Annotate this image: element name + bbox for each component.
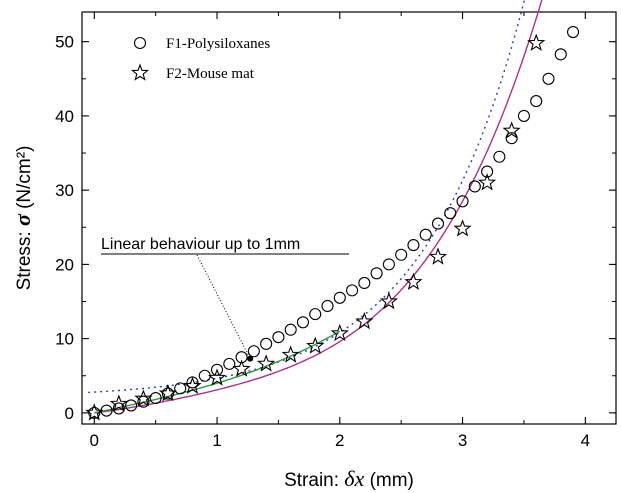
data-point-f2 xyxy=(404,272,423,290)
data-point-f2 xyxy=(158,383,178,402)
data-point-f1 xyxy=(272,331,285,344)
x-tick-label: 1 xyxy=(212,431,221,450)
data-point-f1 xyxy=(235,351,248,364)
y-axis-label-prefix: Stress: xyxy=(14,226,35,290)
legend: F1-Polysiloxanes F2-Mouse mat xyxy=(130,36,270,82)
data-point-f2 xyxy=(453,219,472,237)
data-point-f2 xyxy=(85,403,104,421)
data-point-f1 xyxy=(382,258,395,271)
fit-f2-exponential-curve xyxy=(88,0,526,394)
x-axis-label-symbol: δx xyxy=(344,466,364,491)
data-point-f1 xyxy=(431,217,445,230)
x-axis-label-suffix: (mm) xyxy=(364,470,414,491)
y-tick-label: 40 xyxy=(55,107,74,126)
data-point-f2 xyxy=(109,394,128,412)
legend-item-f1: F1-Polysiloxanes xyxy=(133,36,270,52)
data-point-f1 xyxy=(566,25,580,39)
annotation-point xyxy=(247,355,254,362)
data-point-f1 xyxy=(174,382,187,395)
legend-item-f2: F2-Mouse mat xyxy=(130,63,255,82)
data-point-f1 xyxy=(223,357,236,370)
data-point-f2 xyxy=(257,354,276,372)
data-point-f1 xyxy=(554,48,567,61)
data-point-f1 xyxy=(517,109,530,122)
data-point-f2 xyxy=(330,323,349,342)
legend-symbol xyxy=(130,63,150,81)
data-point-f2 xyxy=(355,311,374,330)
data-point-f2 xyxy=(281,345,300,363)
x-tick-label: 2 xyxy=(335,431,344,450)
data-point-f1 xyxy=(161,387,174,400)
data-point-f1 xyxy=(247,345,260,358)
plot-frame xyxy=(81,11,617,425)
data-point-f1 xyxy=(198,369,211,382)
plot-border xyxy=(81,11,617,425)
data-point-f1 xyxy=(358,276,371,290)
data-point-f1 xyxy=(321,299,334,313)
data-point-f1 xyxy=(456,195,469,208)
data-point-f1 xyxy=(444,207,457,220)
data-point-f1 xyxy=(333,291,346,304)
data-point-f1 xyxy=(210,363,224,376)
data-point-f2 xyxy=(183,376,202,394)
annotation: Linear behaviour up to 1mm xyxy=(101,236,349,362)
y-axis-label-symbol: σ xyxy=(10,213,35,226)
annotation-text: Linear behaviour up to 1mm xyxy=(101,236,300,253)
data-point-f2 xyxy=(232,359,251,377)
legend-label-f1: F1-Polysiloxanes xyxy=(166,36,270,52)
y-tick-label: 50 xyxy=(55,33,74,52)
fit-linear-1mm-curve xyxy=(94,330,341,414)
data-point-f1 xyxy=(468,180,481,193)
legend-marker-circle xyxy=(133,36,147,50)
data-point-f1 xyxy=(137,395,150,408)
data-point-f2 xyxy=(379,291,399,310)
y-axis-label: Stress: σ (N/cm²) xyxy=(10,146,35,291)
annotation-leader xyxy=(196,254,251,359)
data-point-f1 xyxy=(284,323,297,336)
legend-label-f2: F2-Mouse mat xyxy=(166,66,255,82)
data-point-f1 xyxy=(542,72,555,85)
y-tick-label: 30 xyxy=(55,181,74,200)
data-point-f2 xyxy=(477,173,497,191)
x-axis-label-prefix: Strain: xyxy=(284,470,344,491)
data-point-f2 xyxy=(134,389,153,407)
data-point-f1 xyxy=(481,165,494,178)
data-point-f1 xyxy=(260,337,273,350)
x-tick-label: 0 xyxy=(90,431,99,450)
data-markers xyxy=(85,25,580,421)
data-point-f1 xyxy=(530,95,543,108)
data-point-f2 xyxy=(527,33,546,51)
data-point-f1 xyxy=(370,267,383,280)
data-point-f1 xyxy=(309,308,322,321)
fit-curves xyxy=(88,0,543,414)
data-point-f1 xyxy=(296,316,310,329)
y-axis-label-suffix: (N/cm²) xyxy=(14,146,35,215)
data-point-f2 xyxy=(502,121,521,139)
y-tick-label: 0 xyxy=(65,404,74,423)
data-point-f2 xyxy=(428,247,448,265)
data-point-f1 xyxy=(395,248,408,261)
data-point-f1 xyxy=(88,406,101,419)
x-axis-label: Strain: δx (mm) xyxy=(284,466,414,491)
x-tick-label: 4 xyxy=(581,431,590,450)
data-point-f1 xyxy=(407,239,420,252)
legend-marker-star xyxy=(130,63,150,81)
data-point-f1 xyxy=(493,150,506,163)
y-tick-label: 10 xyxy=(55,330,74,349)
axis-ticks xyxy=(82,12,616,424)
data-point-f1 xyxy=(346,284,359,297)
data-point-f1 xyxy=(125,399,138,412)
data-point-f1 xyxy=(149,391,162,405)
legend-symbol xyxy=(133,36,147,50)
x-tick-label: 3 xyxy=(458,431,467,450)
data-point-f2 xyxy=(207,368,227,386)
data-point-f1 xyxy=(419,228,432,241)
fit-f1-curve xyxy=(94,0,543,414)
data-point-f1 xyxy=(112,402,125,415)
data-point-f2 xyxy=(306,336,325,354)
y-tick-label: 20 xyxy=(55,255,74,274)
